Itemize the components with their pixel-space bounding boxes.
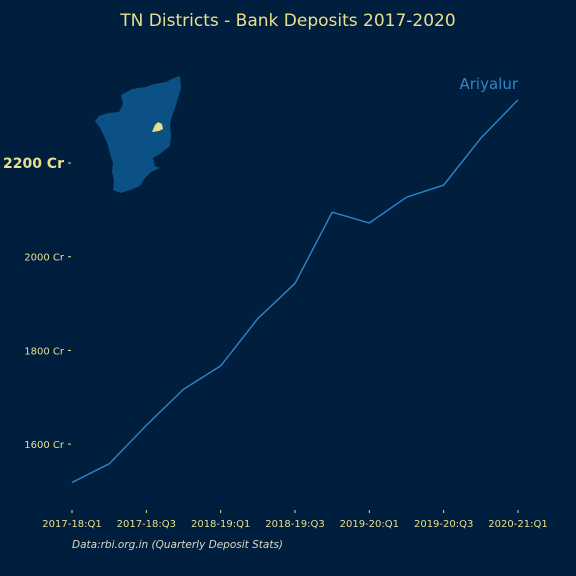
- y-tick-label: 2200 Cr: [3, 156, 64, 172]
- x-tick-label: 2018-19:Q3: [265, 519, 324, 530]
- x-tick-label: 2020-21:Q1: [488, 519, 547, 530]
- y-tick-label: 2000 Cr: [24, 253, 65, 264]
- series-label: Ariyalur: [459, 75, 518, 93]
- x-tick-label: 2018-19:Q1: [191, 519, 250, 530]
- y-tick-label: 1800 Cr: [24, 346, 65, 357]
- x-tick-label: 2019-20:Q1: [340, 519, 399, 530]
- x-tick-label: 2017-18:Q1: [42, 519, 101, 530]
- chart-title: TN Districts - Bank Deposits 2017-2020: [119, 11, 455, 31]
- x-tick-label: 2017-18:Q3: [117, 519, 176, 530]
- x-tick-label: 2019-20:Q3: [414, 519, 473, 530]
- y-tick-label: 1600 Cr: [24, 440, 65, 451]
- source-note: Data:rbi.org.in (Quarterly Deposit Stats…: [72, 539, 283, 551]
